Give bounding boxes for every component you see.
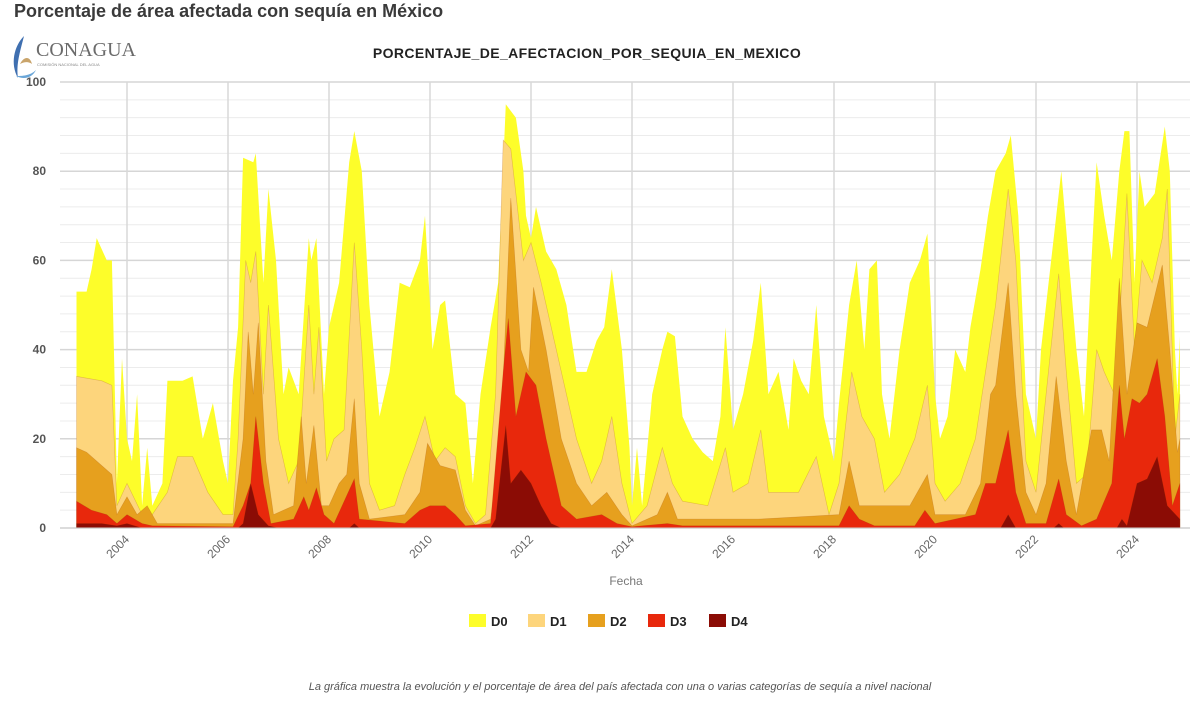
legend-label: D1 <box>550 614 567 629</box>
x-tick-label: 2006 <box>204 532 233 561</box>
legend-item-d0[interactable]: D0 <box>469 614 508 629</box>
y-tick-label: 60 <box>33 253 47 267</box>
legend-swatch <box>528 614 545 627</box>
legend-item-d1[interactable]: D1 <box>528 614 567 629</box>
legend-swatch <box>648 614 665 627</box>
y-tick-label: 0 <box>39 521 46 535</box>
svg-text:COMISIÓN NACIONAL DEL AGUA: COMISIÓN NACIONAL DEL AGUA <box>37 62 100 67</box>
legend-label: D4 <box>731 614 748 629</box>
legend-swatch <box>469 614 486 627</box>
svg-text:CONAGUA: CONAGUA <box>36 39 137 61</box>
conagua-logo-icon: CONAGUA COMISIÓN NACIONAL DEL AGUA <box>13 36 137 78</box>
x-tick-label: 2008 <box>305 532 334 561</box>
chart-caption: La gráfica muestra la evolución y el por… <box>308 681 932 693</box>
conagua-logo: CONAGUA COMISIÓN NACIONAL DEL AGUA <box>10 34 140 82</box>
x-tick-label: 2024 <box>1113 532 1142 561</box>
legend-swatch <box>588 614 605 627</box>
legend-item-d4[interactable]: D4 <box>709 614 748 629</box>
x-tick-label: 2022 <box>1012 532 1041 561</box>
chart-title: PORCENTAJE_DE_AFECTACION_POR_SEQUIA_EN_M… <box>373 45 801 61</box>
page-title: Porcentaje de área afectada con sequía e… <box>14 1 444 21</box>
x-tick-label: 2018 <box>810 532 839 561</box>
area-d4 <box>76 425 1181 529</box>
y-tick-label: 20 <box>33 432 47 446</box>
area-d3 <box>76 318 1181 529</box>
area-d2 <box>76 197 1181 529</box>
x-tick-label: 2012 <box>507 532 536 561</box>
y-tick-label: 100 <box>26 75 46 89</box>
legend: D0 D1 D2 D3 D4 <box>469 614 748 629</box>
area-series <box>60 104 1190 529</box>
legend-swatch <box>709 614 726 627</box>
x-tick-label: 2014 <box>608 532 637 561</box>
x-tick-label: 2016 <box>709 532 738 561</box>
y-tick-label: 80 <box>33 164 47 178</box>
legend-item-d2[interactable]: D2 <box>588 614 627 629</box>
x-axis-ticks: 2004 2006 2008 2010 2012 2014 2016 2018 2020 2022… <box>103 532 1142 561</box>
legend-label: D3 <box>670 614 687 629</box>
legend-item-d3[interactable]: D3 <box>648 614 687 629</box>
x-tick-label: 2004 <box>103 532 132 561</box>
x-axis-label: Fecha <box>609 574 643 588</box>
legend-label: D0 <box>491 614 508 629</box>
x-tick-label: 2020 <box>911 532 940 561</box>
x-tick-label: 2010 <box>406 532 435 561</box>
y-tick-label: 40 <box>33 343 47 357</box>
y-axis-ticks: 0 20 40 60 80 100 <box>26 75 46 535</box>
legend-label: D2 <box>610 614 627 629</box>
